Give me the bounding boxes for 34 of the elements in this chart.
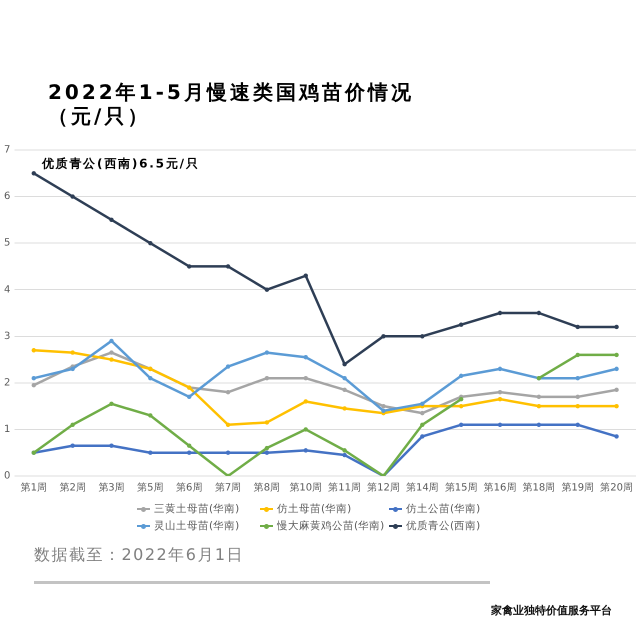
x-tick-label: 第8周 (254, 482, 280, 494)
x-tick-label: 第19周 (561, 482, 594, 494)
x-tick-label: 第12周 (367, 482, 400, 494)
y-tick-label: 2 (4, 377, 10, 388)
x-tick-label: 第2周 (59, 482, 86, 494)
y-tick-label: 5 (4, 238, 10, 249)
text: 家禽业独特价值服务平台 (491, 603, 612, 618)
legend-label: 仿土母苗(华南) (277, 502, 352, 516)
y-tick-label: 3 (4, 330, 10, 342)
y-tick-label: 0 (4, 470, 10, 482)
x-tick-label: 第15周 (444, 482, 478, 494)
x-tick-label: 第7周 (214, 482, 242, 494)
legend-label: 灵山土母苗(华南) (154, 519, 240, 533)
legend-label: 慢大麻黄鸡公苗(华南) (277, 519, 384, 533)
annotation: 优质青公(西南)6.5元/只 (40, 156, 200, 170)
x-tick-label: 第1周 (20, 482, 47, 494)
x-tick-label: 第14周 (406, 482, 439, 494)
x-tick-label: 第18周 (522, 482, 556, 494)
y-tick-label: 6 (4, 191, 10, 202)
x-tick-label: 第20周 (600, 482, 633, 494)
legend-label: 仿土公苗(华南) (406, 502, 480, 516)
x-tick-label: 第3周 (98, 482, 125, 494)
y-tick-label: 1 (4, 424, 10, 436)
x-tick-label: 第5周 (137, 482, 164, 494)
chart-title: 2022年1-5月慢速类国鸡苗价情况（元/只） (48, 80, 415, 128)
y-tick-label: 7 (4, 144, 10, 156)
x-tick-label: 第16周 (484, 482, 516, 494)
legend-label: 优质青公(西南) (406, 519, 480, 533)
legend-label: 三黄土母苗(华南) (154, 502, 240, 516)
y-tick-label: 4 (4, 284, 10, 296)
x-tick-label: 第6周 (176, 482, 202, 494)
text: 数据截至：2022年6月1日 (34, 545, 244, 566)
x-tick-label: 第10周 (289, 482, 322, 494)
x-tick-label: 第11周 (328, 482, 361, 494)
